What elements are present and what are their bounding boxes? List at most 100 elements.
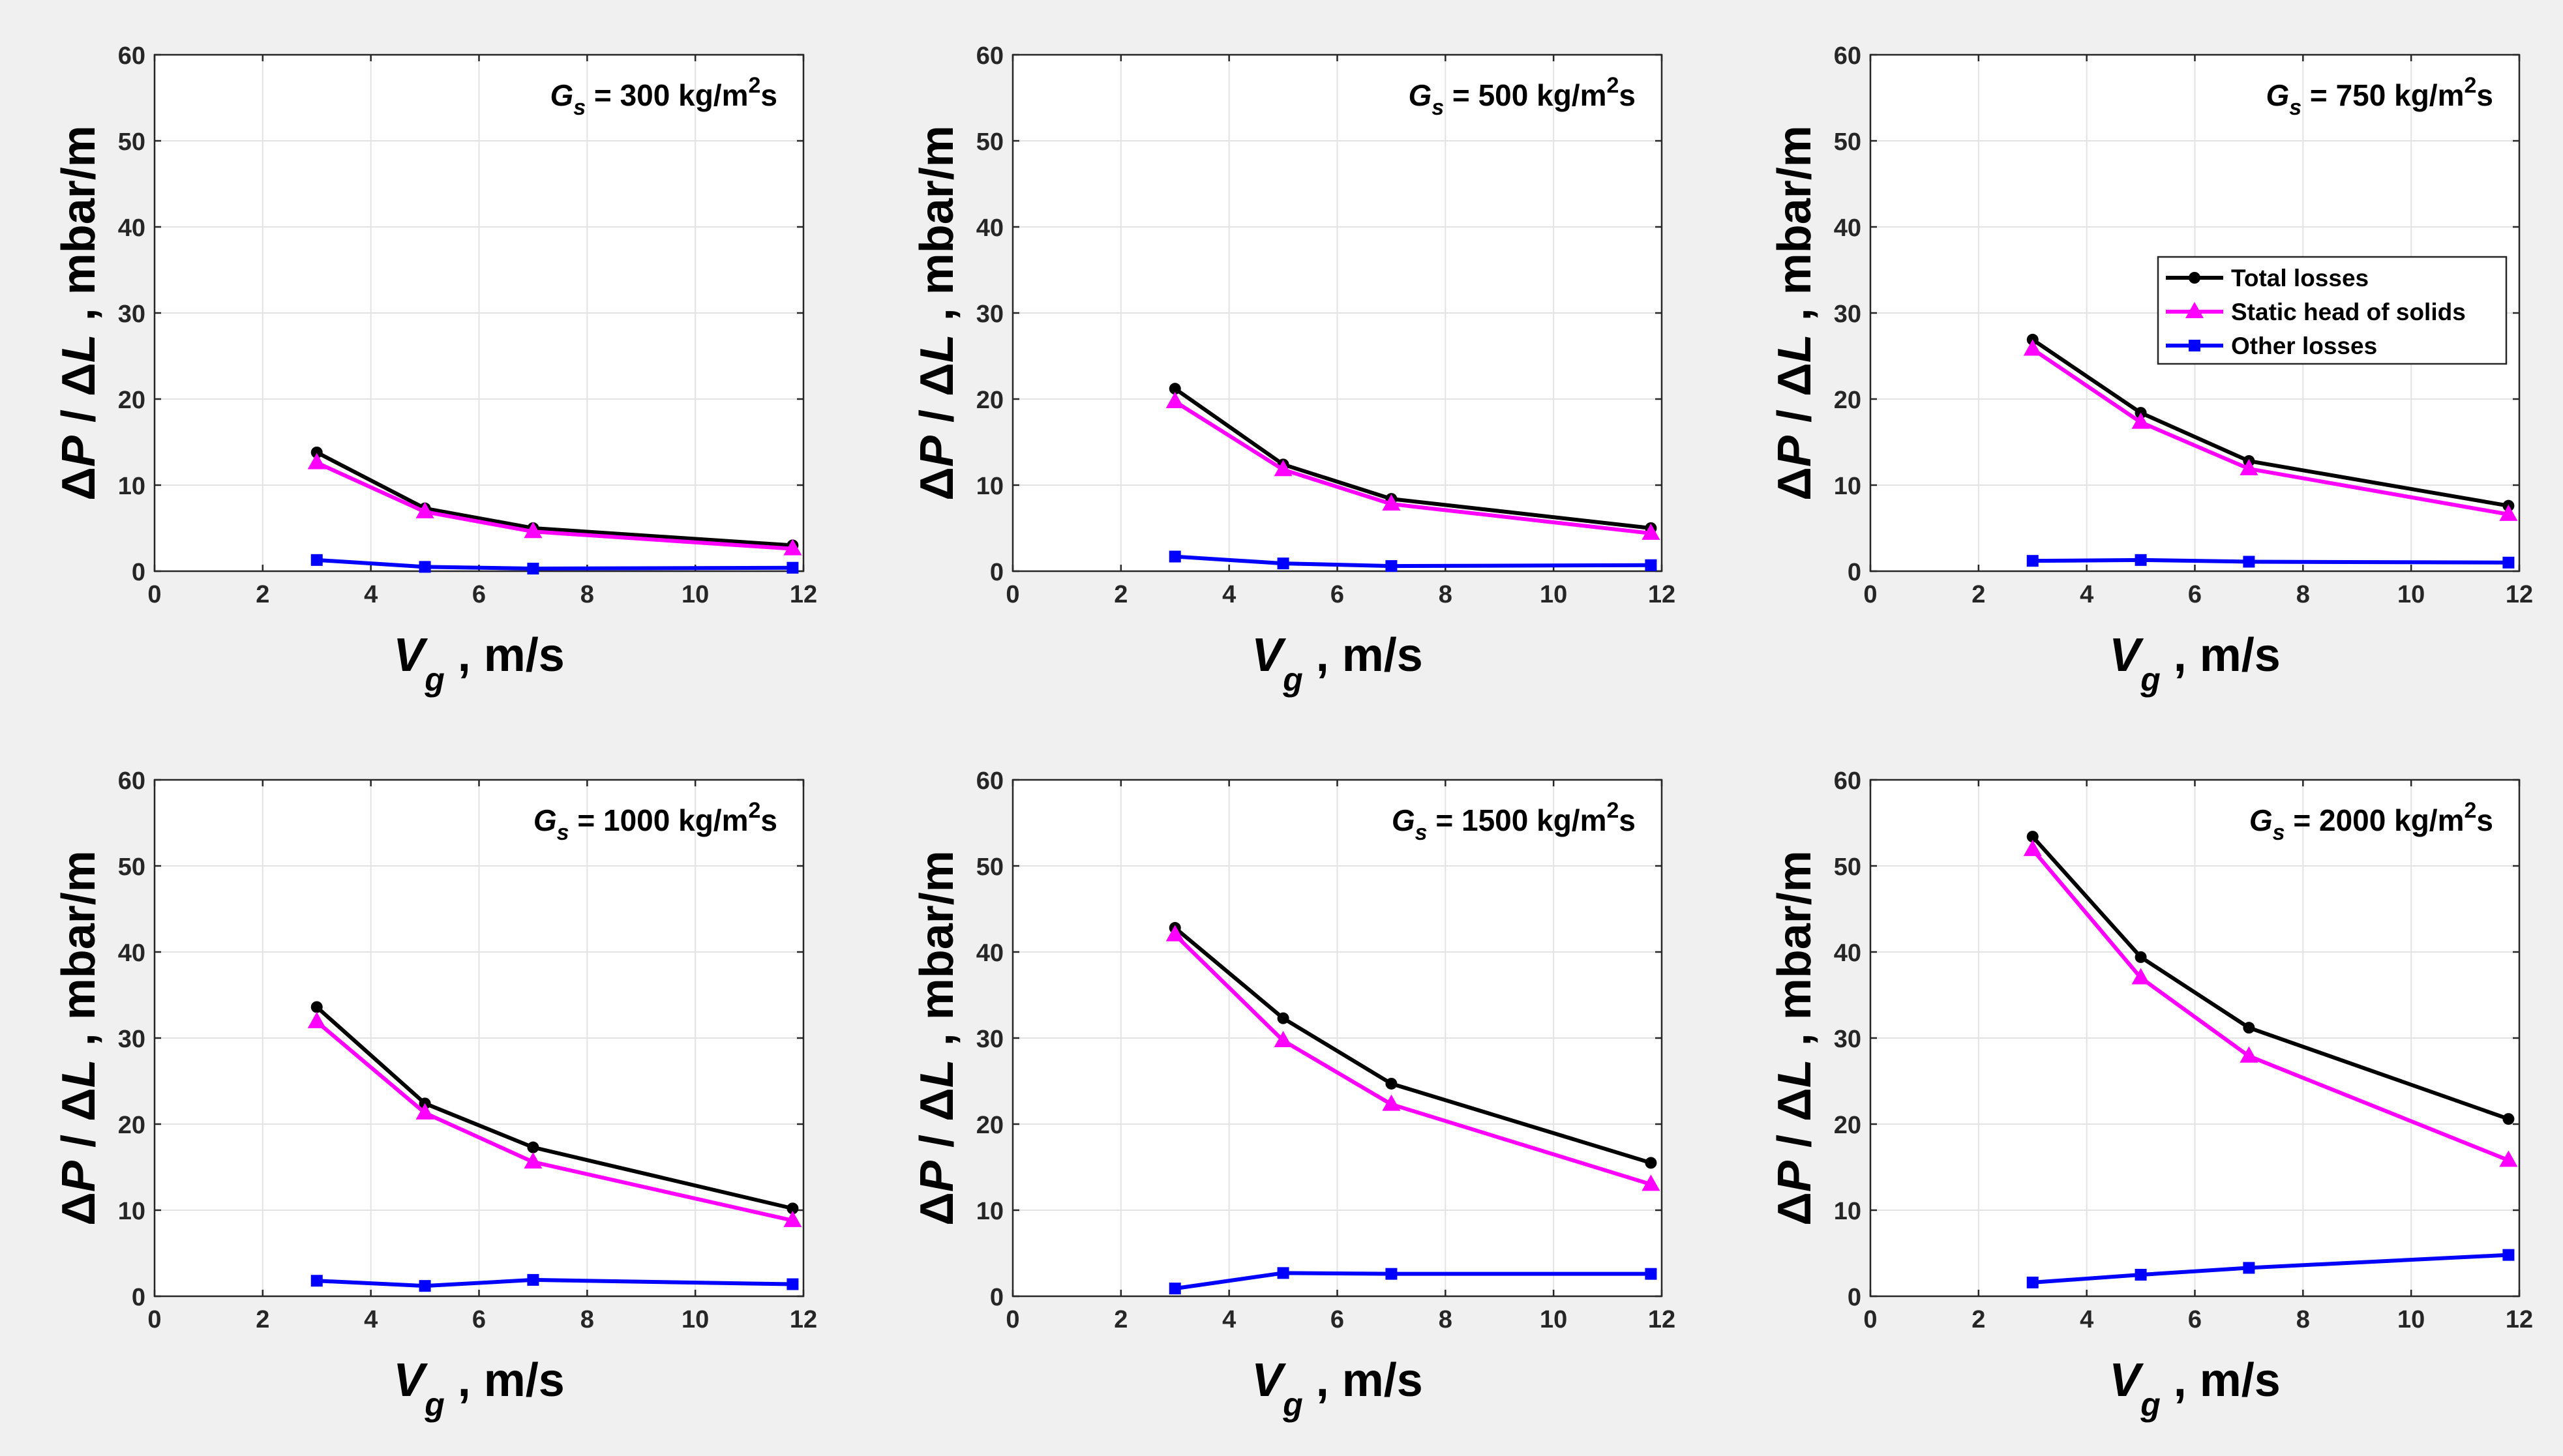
x-tick-label: 2 (256, 1306, 269, 1333)
y-axis-label-delta: Δ (53, 467, 105, 501)
y-tick-label: 10 (976, 473, 1004, 500)
y-axis-label-delta-2: Δ (911, 1088, 963, 1122)
x-tick-label: 2 (1114, 1306, 1128, 1333)
y-tick-label: 40 (118, 940, 145, 967)
data-point-static (1165, 391, 1184, 408)
y-axis-label-units: , mbar/m (911, 850, 963, 1059)
x-axis-label-units: , m/s (1303, 1354, 1423, 1406)
panel-title-g: G (2266, 78, 2289, 112)
data-point-other (2135, 1269, 2147, 1281)
data-point-total (527, 1141, 539, 1153)
series-line-static (1173, 933, 1652, 1187)
panel-title-sub: s (2273, 820, 2285, 845)
y-axis-label-p: P (911, 1160, 963, 1192)
data-point-other (1385, 560, 1398, 572)
data-point-static (2131, 968, 2150, 985)
x-axis-label: Vg , m/s (393, 629, 565, 698)
x-axis-label-units: , m/s (445, 629, 565, 681)
data-point-total (1645, 1157, 1657, 1169)
data-point-static (1274, 1030, 1293, 1047)
y-axis-label-delta-2: Δ (53, 1088, 105, 1122)
data-point-other (527, 1273, 539, 1286)
x-tick-label: 6 (472, 581, 486, 608)
x-axis-label: Vg , m/s (2109, 629, 2281, 698)
y-tick-label: 10 (118, 473, 145, 500)
y-tick-label: 0 (132, 1284, 145, 1311)
data-point-other (2502, 1249, 2515, 1261)
data-point-static (415, 1103, 434, 1120)
x-axis-label-sub: g (2140, 1386, 2161, 1423)
y-axis-label-slash: / (53, 1122, 105, 1161)
data-point-other (1645, 559, 1657, 571)
series-line-other (1175, 554, 1651, 569)
data-point-static (783, 1210, 802, 1227)
legend: Total losses Static head of solids Other l… (2157, 256, 2508, 365)
y-axis-label-delta: Δ (1769, 467, 1821, 501)
panel-title-end: s (1619, 78, 1636, 112)
panel-title: Gs = 1000 kg/m2s (533, 798, 777, 845)
x-tick-label: 10 (2397, 1306, 2425, 1333)
panel-title-mid: = 500 kg/m (1444, 78, 1606, 112)
y-axis-label-slash: / (1769, 1122, 1821, 1161)
legend-marker (2185, 302, 2204, 318)
y-tick-label: 20 (118, 387, 145, 414)
y-axis-label: ΔP / ΔL , mbar/m (911, 125, 963, 501)
data-point-static (783, 539, 802, 556)
panel-title-g: G (2249, 803, 2273, 837)
y-axis-label-delta-2: Δ (1769, 363, 1821, 396)
data-point-other (2135, 554, 2147, 566)
data-point-total (1169, 383, 1181, 395)
data-point-total (310, 446, 323, 458)
series-line-static (316, 460, 793, 551)
y-tick-label: 40 (1834, 215, 1861, 242)
panel-title-end: s (760, 78, 777, 112)
data-point-total (2502, 1113, 2515, 1125)
x-axis-label: Vg , m/s (1252, 1354, 1423, 1423)
y-tick-label: 60 (118, 42, 145, 70)
y-axis-label-delta: Δ (53, 1192, 105, 1226)
series-line-total (1174, 387, 1651, 530)
y-tick-label: 30 (118, 1026, 145, 1053)
series-line-total (2031, 338, 2509, 508)
panel-title-end: s (2476, 803, 2493, 837)
data-point-total (1277, 1012, 1289, 1024)
x-axis-label-sub: g (1282, 661, 1303, 698)
y-axis-label-slash: / (911, 396, 963, 436)
y-tick-label: 30 (1834, 301, 1861, 328)
y-tick-label: 0 (1848, 1284, 1861, 1311)
data-point-other (1277, 1267, 1289, 1279)
panel-title-sub: s (573, 95, 586, 120)
panel-title-sub: s (2289, 95, 2301, 120)
x-tick-label: 2 (1971, 1306, 1985, 1333)
y-tick-label: 60 (976, 767, 1004, 795)
data-point-other (2026, 555, 2039, 567)
data-point-total (310, 1001, 323, 1013)
legend-label: Static head of solids (2231, 299, 2466, 325)
data-point-static (2240, 458, 2258, 475)
x-tick-label: 6 (472, 1306, 486, 1333)
x-axis-label-var: V (1252, 629, 1287, 681)
y-tick-label: 50 (976, 854, 1004, 881)
x-axis-label: Vg , m/s (2109, 1354, 2281, 1423)
data-point-other (1385, 1268, 1398, 1280)
y-tick-label: 10 (976, 1198, 1004, 1225)
data-point-static (1382, 494, 1401, 511)
y-axis-label: ΔP / ΔL , mbar/m (1769, 125, 1821, 501)
panel-title-sup: 2 (748, 798, 760, 823)
series-line-other (2032, 1253, 2509, 1285)
series-line-total (316, 451, 793, 548)
y-axis-label-units: , mbar/m (53, 850, 105, 1059)
data-point-other (419, 561, 431, 573)
series-line-total (315, 1005, 794, 1211)
x-tick-label: 2 (1114, 581, 1128, 608)
series-line-static (315, 1020, 794, 1223)
panel-title-end: s (2476, 78, 2493, 112)
x-tick-label: 8 (580, 1306, 594, 1333)
y-axis-label-slash: / (911, 1122, 963, 1161)
data-point-static (2023, 839, 2042, 856)
series-line-total (1173, 926, 1652, 1165)
panel-title-sup: 2 (748, 73, 760, 98)
x-tick-label: 12 (1648, 1306, 1675, 1333)
